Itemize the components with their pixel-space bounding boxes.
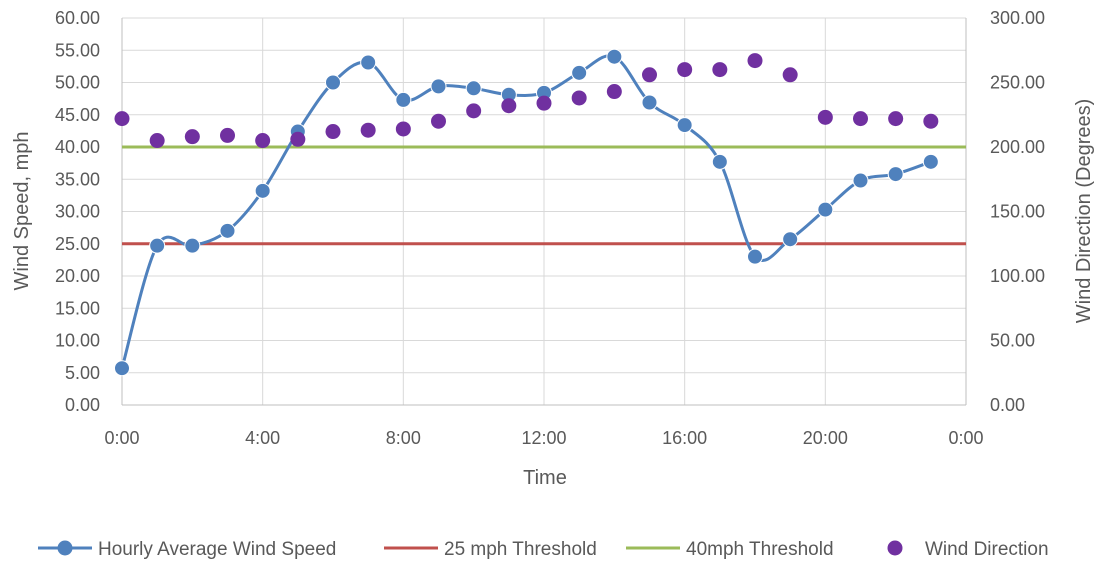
legend-swatch-marker [57, 540, 73, 556]
x-axis-title: Time [523, 467, 567, 489]
wind-direction-point [536, 95, 552, 111]
wind-direction-point [114, 111, 130, 127]
legend-item-25-mph-threshold: 25 mph Threshold [384, 539, 597, 560]
hourly-average-wind-speed-point [922, 153, 939, 170]
hourly-average-wind-speed-point [325, 74, 341, 91]
wind-direction-point [466, 103, 482, 119]
legend-label: 25 mph Threshold [444, 539, 597, 560]
y-tick-label: 30.00 [55, 202, 100, 222]
hourly-average-wind-speed-point [395, 91, 412, 108]
y2-tick-label: 300.00 [990, 8, 1045, 28]
wind-direction-point [571, 90, 587, 106]
y-tick-label: 5.00 [65, 363, 100, 383]
hourly-average-wind-speed-point [219, 222, 236, 239]
y-tick-label: 20.00 [55, 266, 100, 286]
hourly-average-wind-speed-point [606, 48, 623, 65]
hourly-average-wind-speed-point [184, 237, 201, 254]
y-tick-label: 25.00 [55, 234, 100, 254]
axes: 0.00 5.00 10.00 15.00 20.00 25.00 30.00 35.00 40… [55, 8, 1045, 448]
y-tick-label: 0.00 [65, 395, 100, 415]
legend-item-wind-direction: Wind Direction [887, 539, 1049, 560]
wind-direction-point [923, 113, 939, 129]
y2-tick-label: 0.00 [990, 395, 1025, 415]
legend-item-hourly-average-wind-speed: Hourly Average Wind Speed [38, 539, 336, 560]
wind-direction-point [395, 121, 411, 137]
hourly-average-wind-speed-point [641, 94, 658, 111]
wind-direction-point [888, 111, 904, 127]
legend: Hourly Average Wind Speed 25 mph Threshol… [38, 539, 1049, 560]
wind-direction-point [712, 62, 728, 78]
hourly-average-wind-speed-point [711, 153, 728, 170]
y-tick-label: 10.00 [55, 331, 100, 351]
x-tick-label: 0:00 [948, 428, 983, 448]
y-axis-title: Wind Speed, mph [11, 132, 33, 291]
legend-item-40mph-threshold: 40mph Threshold [626, 539, 834, 560]
wind-direction-point [853, 111, 868, 127]
y2-axis-title: Wind Direction (Degrees) [1073, 99, 1095, 324]
hourly-average-wind-speed-point [254, 182, 271, 199]
plot-area [114, 48, 966, 377]
wind-direction-point [817, 109, 833, 125]
y-tick-label: 15.00 [55, 298, 100, 318]
wind-direction-point [220, 127, 235, 143]
wind-direction-point [360, 122, 376, 138]
hourly-average-wind-speed-point [114, 360, 130, 377]
y-tick-label: 35.00 [55, 169, 100, 189]
wind-direction-point [606, 84, 622, 100]
wind-direction-point [642, 67, 657, 83]
hourly-average-wind-speed-point [887, 166, 904, 183]
wind-direction-point [747, 53, 763, 69]
y-tick-label: 40.00 [55, 137, 100, 157]
wind-direction-point [501, 98, 517, 114]
x-tick-label: 16:00 [662, 428, 707, 448]
y-tick-label: 60.00 [55, 8, 100, 28]
hourly-average-wind-speed-point [747, 248, 763, 265]
axis-labels: Time Wind Speed, mph Wind Direction (Deg… [11, 99, 1095, 489]
hourly-average-wind-speed-point [430, 78, 447, 95]
x-tick-label: 12:00 [521, 428, 566, 448]
wind-direction-point [677, 62, 693, 78]
legend-label: Hourly Average Wind Speed [98, 539, 336, 560]
hourly-average-wind-speed-point [782, 231, 799, 248]
x-tick-label: 8:00 [386, 428, 421, 448]
x-tick-label: 0:00 [104, 428, 139, 448]
hourly-average-wind-speed-point [149, 237, 166, 254]
hourly-average-wind-speed-point [676, 117, 693, 134]
legend-swatch-marker [887, 540, 903, 556]
y2-tick-label: 150.00 [990, 202, 1045, 222]
y2-tick-label: 100.00 [990, 266, 1045, 286]
wind-direction-point [431, 113, 446, 129]
wind-direction-point [149, 133, 165, 149]
wind-direction-point [290, 131, 306, 147]
legend-label: 40mph Threshold [686, 539, 834, 560]
y-tick-label: 55.00 [55, 40, 100, 60]
hourly-average-wind-speed-point [465, 80, 482, 97]
y2-tick-label: 50.00 [990, 331, 1035, 351]
hourly-average-wind-speed-point [817, 201, 834, 218]
hourly-average-wind-speed-point [360, 54, 377, 71]
y-tick-label: 45.00 [55, 105, 100, 125]
wind-direction-point [184, 129, 200, 145]
wind-direction-point [255, 133, 271, 149]
x-tick-label: 20:00 [803, 428, 848, 448]
hourly-average-wind-speed-point [571, 64, 588, 81]
y2-tick-label: 200.00 [990, 137, 1045, 157]
y2-tick-label: 250.00 [990, 73, 1045, 93]
wind-direction-point [325, 124, 341, 140]
x-tick-label: 4:00 [245, 428, 280, 448]
hourly-average-wind-speed-point [852, 172, 869, 189]
legend-label: Wind Direction [925, 539, 1049, 560]
y-tick-label: 50.00 [55, 73, 100, 93]
wind-direction-point [782, 67, 798, 83]
